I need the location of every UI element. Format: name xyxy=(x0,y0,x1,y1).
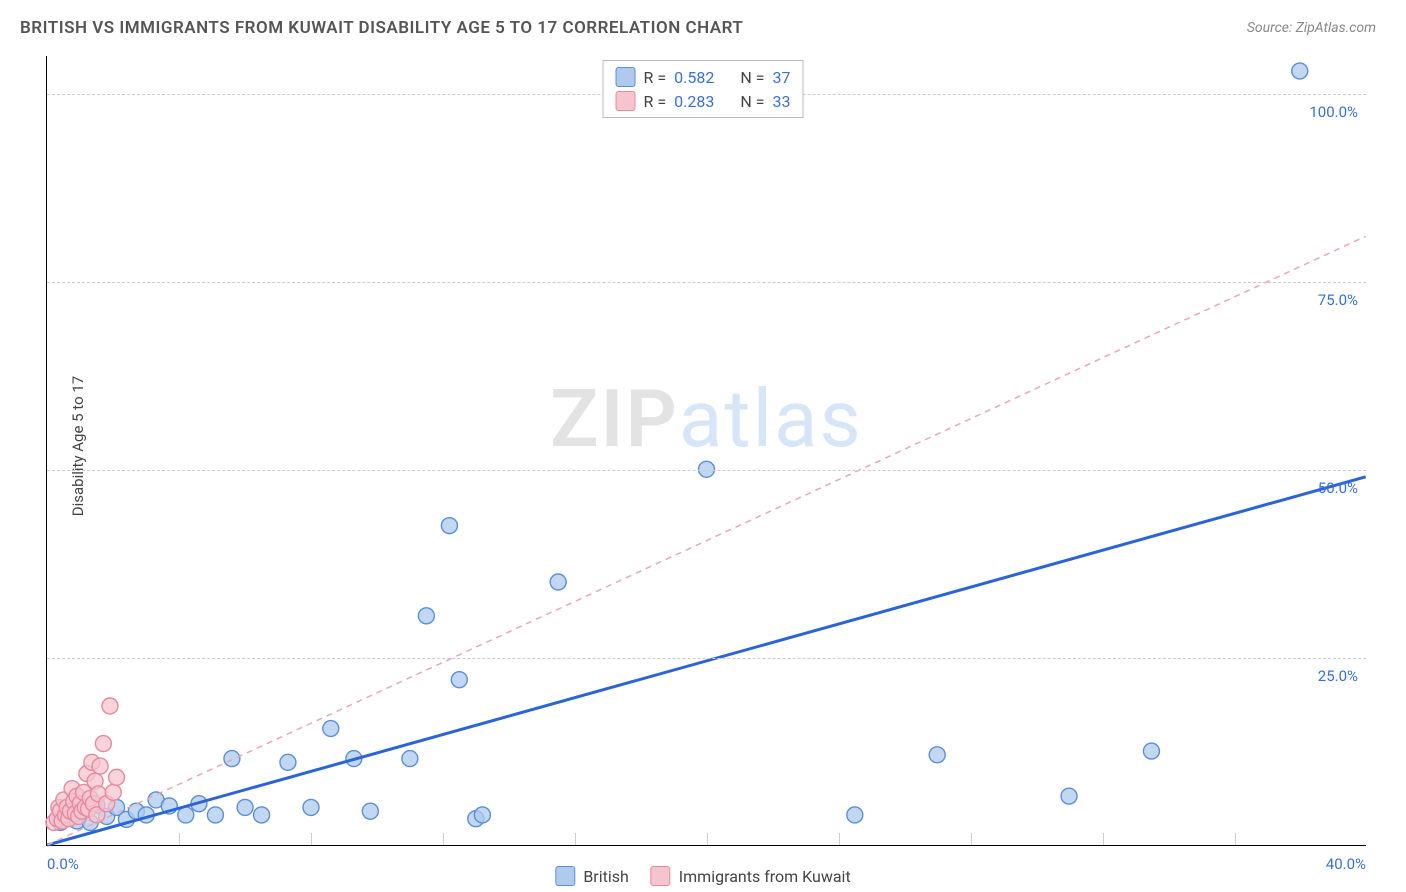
x-minor-tick xyxy=(179,833,180,845)
data-point xyxy=(280,754,296,770)
x-minor-tick xyxy=(311,833,312,845)
n-value: 37 xyxy=(772,68,790,87)
scatter-plot-svg xyxy=(47,56,1366,845)
swatch-british xyxy=(555,866,575,886)
trend-line xyxy=(47,236,1365,845)
legend-item-british: British xyxy=(555,866,628,886)
data-point xyxy=(105,784,121,800)
r-value: 0.582 xyxy=(674,68,714,87)
y-tick-label: 75.0% xyxy=(1318,291,1358,309)
y-tick-label: 100.0% xyxy=(1309,103,1358,121)
trend-line xyxy=(47,477,1365,845)
x-minor-tick xyxy=(971,833,972,845)
gridline-h xyxy=(47,658,1366,659)
y-tick-label: 50.0% xyxy=(1318,479,1358,497)
data-point xyxy=(1061,788,1077,804)
chart-plot-area: ZIPatlas 25.0%50.0%75.0%100.0%0.0%40.0% xyxy=(46,56,1366,846)
x-minor-tick xyxy=(575,833,576,845)
n-label: N = xyxy=(740,92,764,111)
data-point xyxy=(474,807,490,823)
data-point xyxy=(303,799,319,815)
correlation-legend: R = 0.582 N = 37 R = 0.283 N = 33 xyxy=(603,60,804,118)
x-minor-tick xyxy=(443,833,444,845)
n-label: N = xyxy=(740,68,764,87)
y-tick-label: 25.0% xyxy=(1318,667,1358,685)
data-point xyxy=(847,807,863,823)
x-tick-label: 0.0% xyxy=(47,855,79,873)
data-point xyxy=(109,769,125,785)
source-attribution: Source: ZipAtlas.com xyxy=(1247,20,1376,36)
r-label: R = xyxy=(644,92,667,111)
legend-label-british: British xyxy=(583,867,628,886)
data-point xyxy=(929,747,945,763)
correlation-row: R = 0.283 N = 33 xyxy=(616,89,791,113)
data-point xyxy=(1292,63,1308,79)
r-value: 0.283 xyxy=(674,92,714,111)
data-point xyxy=(207,807,223,823)
gridline-h xyxy=(47,282,1366,283)
data-point xyxy=(441,518,457,534)
data-point xyxy=(451,672,467,688)
data-point xyxy=(224,751,240,767)
data-point xyxy=(323,721,339,737)
series-legend: British Immigrants from Kuwait xyxy=(555,866,850,886)
swatch-kuwait xyxy=(651,866,671,886)
x-minor-tick xyxy=(1235,833,1236,845)
data-point xyxy=(92,758,108,774)
data-point xyxy=(237,799,253,815)
x-tick-label: 40.0% xyxy=(1326,855,1366,873)
data-point xyxy=(362,803,378,819)
data-point xyxy=(550,574,566,590)
r-label: R = xyxy=(644,68,667,87)
data-point xyxy=(102,698,118,714)
swatch-icon xyxy=(616,91,636,111)
gridline-h xyxy=(47,470,1366,471)
x-minor-tick xyxy=(1103,833,1104,845)
legend-label-kuwait: Immigrants from Kuwait xyxy=(679,867,851,886)
correlation-row: R = 0.582 N = 37 xyxy=(616,65,791,89)
data-point xyxy=(254,807,270,823)
chart-title: BRITISH VS IMMIGRANTS FROM KUWAIT DISABI… xyxy=(20,18,743,38)
data-point xyxy=(1143,743,1159,759)
swatch-icon xyxy=(616,67,636,87)
data-point xyxy=(95,736,111,752)
data-point xyxy=(402,751,418,767)
legend-item-kuwait: Immigrants from Kuwait xyxy=(651,866,851,886)
x-minor-tick xyxy=(839,833,840,845)
x-minor-tick xyxy=(707,833,708,845)
data-point xyxy=(418,608,434,624)
n-value: 33 xyxy=(772,92,790,111)
